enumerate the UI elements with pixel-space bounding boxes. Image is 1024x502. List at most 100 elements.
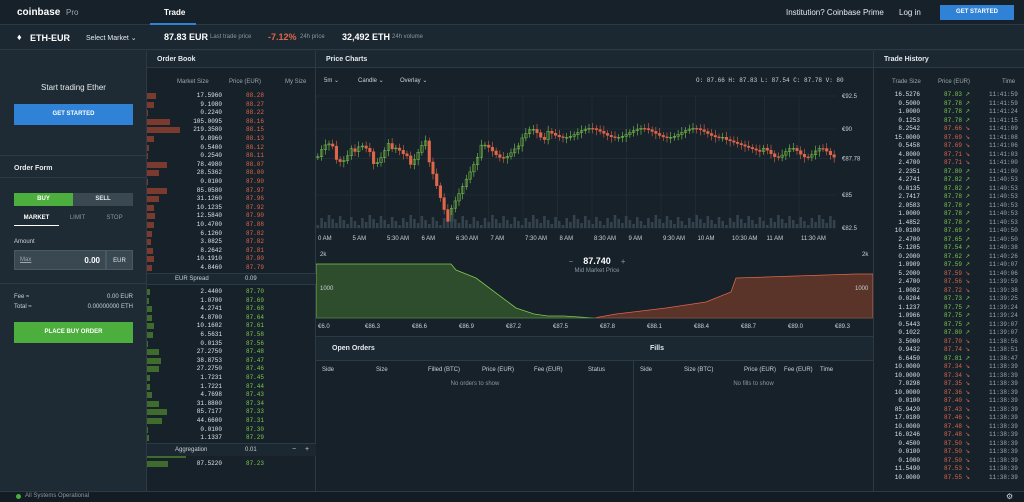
trade-history-row[interactable]: 0.5443 87.75 ↗ 11:39:07 (874, 321, 1024, 329)
order-book-row[interactable]: 6.1260 87.82 (147, 230, 315, 238)
trade-history-row[interactable]: 2.0583 87.78 ↗ 11:40:53 (874, 202, 1024, 210)
order-book-row[interactable]: 9.1080 88.27 (147, 101, 315, 109)
trade-history-row[interactable]: 17.0180 87.46 ↘ 11:38:39 (874, 414, 1024, 422)
trade-history-row[interactable]: 2.4700 87.71 ↘ 11:41:00 (874, 159, 1024, 167)
order-book-row[interactable]: 2.4400 87.70 (147, 288, 315, 296)
trade-history-row[interactable]: 1.1237 87.75 ↗ 11:39:24 (874, 304, 1024, 312)
amount-unit[interactable]: EUR (106, 250, 133, 270)
order-book-row[interactable]: 1.0700 87.69 (147, 297, 315, 305)
aggregation-minus-button[interactable]: − (292, 446, 297, 453)
order-book-row[interactable]: 0.0135 87.56 (147, 340, 315, 348)
place-buy-order-button[interactable]: PLACE BUY ORDER (14, 322, 133, 343)
order-book-row[interactable]: 31.1260 87.96 (147, 195, 315, 203)
trade-history-row[interactable]: 8.2542 87.66 ↘ 11:41:09 (874, 125, 1024, 133)
trade-history-row[interactable]: 0.1000 87.50 ↘ 11:38:39 (874, 457, 1024, 465)
order-book-row[interactable]: 0.2540 88.11 (147, 152, 315, 160)
trade-history-row[interactable]: 0.4500 87.50 ↘ 11:38:39 (874, 440, 1024, 448)
trade-history-row[interactable]: 5.2000 87.59 ↘ 11:40:06 (874, 270, 1024, 278)
trade-history-row[interactable]: 0.0100 87.50 ↘ 11:38:39 (874, 448, 1024, 456)
trade-history-row[interactable]: 5.1205 87.54 ↗ 11:40:38 (874, 244, 1024, 252)
interval-dropdown[interactable]: 5m ⌄ (324, 78, 340, 84)
trade-history-row[interactable]: 2.4700 87.65 ↗ 11:40:50 (874, 236, 1024, 244)
order-book-row[interactable]: 44.6600 87.31 (147, 417, 315, 425)
trade-history-row[interactable]: 6.6450 87.81 ↗ 11:38:47 (874, 355, 1024, 363)
order-book-row[interactable]: 219.3580 88.15 (147, 126, 315, 134)
order-book-row[interactable]: 4.2741 87.68 (147, 305, 315, 313)
trade-history-row[interactable]: 15.0000 87.69 ↘ 11:41:08 (874, 134, 1024, 142)
order-book-row[interactable]: 4.7698 87.43 (147, 391, 315, 399)
order-book-row[interactable]: 8.2642 87.81 (147, 247, 315, 255)
order-book-row[interactable]: 1.1337 87.29 (147, 434, 315, 442)
trade-history-row[interactable]: 1.0082 87.72 ↘ 11:39:38 (874, 287, 1024, 295)
order-book-row[interactable]: 10.1910 87.80 (147, 255, 315, 263)
trade-history-row[interactable]: 1.0000 87.78 ↗ 11:40:53 (874, 210, 1024, 218)
tab-stop[interactable]: STOP (106, 215, 123, 221)
order-book-row[interactable]: 38.8753 87.47 (147, 357, 315, 365)
trade-history-row[interactable]: 0.5458 87.69 ↘ 11:41:06 (874, 142, 1024, 150)
trade-history-row[interactable]: 10.0000 87.36 ↘ 11:38:39 (874, 389, 1024, 397)
trade-history-row[interactable]: 0.0204 87.73 ↗ 11:39:25 (874, 295, 1024, 303)
order-book-row[interactable]: 28.5362 88.00 (147, 169, 315, 177)
order-book-row[interactable]: 17.5960 88.28 (147, 92, 315, 100)
trade-history-row[interactable]: 0.9432 87.74 ↘ 11:38:51 (874, 346, 1024, 354)
trade-history-row[interactable]: 0.0135 87.82 ↗ 11:40:53 (874, 185, 1024, 193)
overlay-dropdown[interactable]: Overlay ⌄ (400, 78, 428, 84)
buy-toggle[interactable]: BUY (14, 193, 73, 206)
trade-history-row[interactable]: 1.0909 87.59 ↗ 11:40:07 (874, 261, 1024, 269)
status-text[interactable]: All Systems Operational (25, 493, 90, 499)
get-started-top-button[interactable]: GET STARTED (940, 5, 1014, 20)
trade-history-row[interactable]: 3.5000 87.70 ↘ 11:38:56 (874, 338, 1024, 346)
trade-history-row[interactable]: 1.4852 87.78 ↗ 11:40:53 (874, 219, 1024, 227)
order-book-row[interactable]: 27.2750 87.46 (147, 365, 315, 373)
order-book-row[interactable]: 31.8800 87.34 (147, 400, 315, 408)
tab-limit[interactable]: LIMIT (69, 215, 86, 221)
trade-history-row[interactable]: 7.0298 87.35 ↘ 11:38:39 (874, 380, 1024, 388)
candlestick-chart[interactable]: €92.5 €90 €87.78 €85 €82.5 0 AM 5 AM 5:30 AM 6 A… (316, 88, 873, 248)
coinbase-logo[interactable]: coinbase (17, 7, 61, 18)
sell-toggle[interactable]: SELL (73, 193, 133, 206)
gear-icon[interactable]: ⚙ (1006, 492, 1014, 501)
order-book-row[interactable]: 10.1602 87.61 (147, 322, 315, 330)
order-book-row[interactable]: 78.4980 88.07 (147, 161, 315, 169)
order-book-row[interactable]: 3.0825 87.82 (147, 238, 315, 246)
order-book-row[interactable]: 85.0580 87.97 (147, 187, 315, 195)
trade-history-row[interactable]: 10.0100 87.69 ↗ 11:40:50 (874, 227, 1024, 235)
order-book-row[interactable]: 0.5400 88.12 (147, 144, 315, 152)
select-market-dropdown[interactable]: Select Market ⌄ (86, 34, 137, 42)
trade-history-row[interactable]: 10.0000 87.34 ↘ 11:38:39 (874, 363, 1024, 371)
order-book-row[interactable]: 6.5631 87.58 (147, 331, 315, 339)
trade-history-row[interactable]: 10.0000 87.48 ↘ 11:38:39 (874, 423, 1024, 431)
get-started-button[interactable]: GET STARTED (14, 104, 133, 125)
trade-history-row[interactable]: 10.0000 87.55 ↘ 11:38:39 (874, 474, 1024, 482)
trade-history-row[interactable]: 1.0000 87.78 ↗ 11:41:24 (874, 108, 1024, 116)
trade-history-row[interactable]: 4.8000 87.71 ↘ 11:41:03 (874, 151, 1024, 159)
order-book-row[interactable]: 4.8700 87.64 (147, 314, 315, 322)
trade-history-row[interactable]: 1.0966 87.75 ↗ 11:39:24 (874, 312, 1024, 320)
aggregation-plus-button[interactable]: + (305, 446, 310, 453)
order-book-row[interactable]: 105.0095 88.16 (147, 118, 315, 126)
order-book-row[interactable]: 10.1235 87.92 (147, 204, 315, 212)
order-book-row[interactable]: 9.8960 88.13 (147, 135, 315, 143)
trade-history-row[interactable]: 16.0246 87.48 ↘ 11:38:39 (874, 431, 1024, 439)
chart-type-dropdown[interactable]: Candle ⌄ (358, 78, 384, 84)
mid-price-plus[interactable]: + (620, 257, 626, 266)
order-book-row[interactable]: 4.8460 87.79 (147, 264, 315, 272)
order-book-row[interactable]: 12.5840 87.90 (147, 212, 315, 220)
trade-history-row[interactable]: 16.5276 87.83 ↗ 11:41:59 (874, 91, 1024, 99)
trade-history-row[interactable]: 10.0000 87.34 ↘ 11:38:39 (874, 372, 1024, 380)
trade-history-row[interactable]: 85.9420 87.43 ↘ 11:38:39 (874, 406, 1024, 414)
trade-history-row[interactable]: 11.5490 87.53 ↘ 11:38:39 (874, 465, 1024, 473)
trade-history-row[interactable]: 0.1253 87.78 ↗ 11:41:15 (874, 117, 1024, 125)
login-link[interactable]: Log in (899, 8, 921, 17)
tab-market[interactable]: MARKET (23, 215, 50, 221)
institution-link[interactable]: Institution? Coinbase Prime (786, 8, 884, 17)
trade-history-row[interactable]: 0.1022 87.80 ↗ 11:39:07 (874, 329, 1024, 337)
trade-history-row[interactable]: 2.7417 87.78 ↗ 11:40:53 (874, 193, 1024, 201)
order-book-row[interactable]: 87.5220 87.23 (147, 460, 315, 468)
order-book-row[interactable]: 10.4700 87.88 (147, 221, 315, 229)
order-book-row[interactable]: 0.0100 87.30 (147, 426, 315, 434)
order-book-row[interactable]: 1.7231 87.45 (147, 374, 315, 382)
nav-trade-tab[interactable]: Trade (164, 8, 186, 17)
trade-history-row[interactable]: 0.2000 87.62 ↗ 11:40:26 (874, 253, 1024, 261)
order-book-row[interactable]: 27.2750 87.48 (147, 348, 315, 356)
